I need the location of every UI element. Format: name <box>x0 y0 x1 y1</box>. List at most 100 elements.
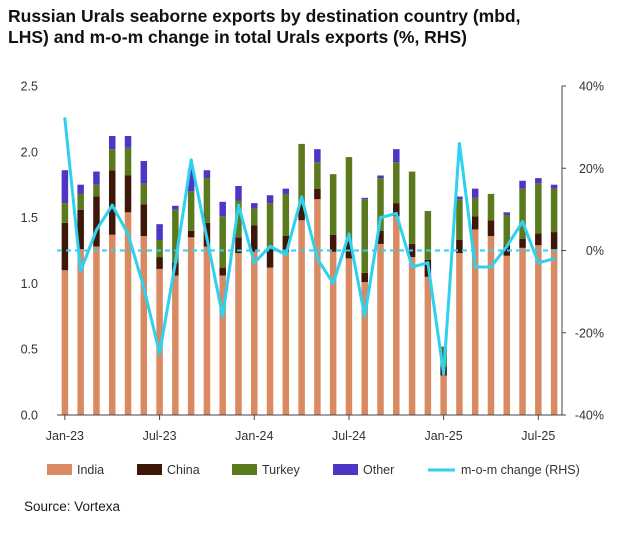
bar-layer <box>61 136 558 415</box>
bar-china-26 <box>471 216 479 230</box>
bar-turkey-5 <box>140 183 148 205</box>
right-tick-label: 40% <box>579 80 604 94</box>
left-tick-label: 2.5 <box>21 80 38 94</box>
mom-change-point-29 <box>520 220 525 224</box>
bar-china-13 <box>266 249 274 268</box>
bar-turkey-23 <box>424 211 432 260</box>
legend-label-turkey: Turkey <box>262 463 300 477</box>
bar-turkey-27 <box>487 193 495 221</box>
bar-turkey-31 <box>550 188 558 233</box>
legend-label-china: China <box>167 463 200 477</box>
bar-india-2 <box>93 246 100 415</box>
bar-turkey-4 <box>124 147 132 176</box>
mom-change-point-31 <box>552 257 556 261</box>
bar-india-12 <box>251 251 258 415</box>
legend-label-mom-change: m-o-m change (RHS) <box>461 463 580 477</box>
bar-china-31 <box>550 232 558 250</box>
bar-china-10 <box>219 267 226 276</box>
mom-change-point-20 <box>378 216 383 220</box>
mom-change-point-3 <box>110 203 114 207</box>
legend-swatch-other <box>333 464 358 475</box>
mom-change-point-23 <box>426 261 430 265</box>
bar-china-5 <box>140 204 148 237</box>
mom-change-point-24 <box>442 372 446 376</box>
bar-other-19 <box>361 197 368 200</box>
bar-india-29 <box>519 247 526 415</box>
bar-china-1 <box>77 209 84 250</box>
mom-change-point-1 <box>79 269 83 273</box>
bar-other-16 <box>314 149 321 163</box>
bar-india-0 <box>61 270 69 415</box>
bar-turkey-15 <box>298 143 305 205</box>
legend-label-other: Other <box>363 463 394 477</box>
bar-china-20 <box>377 230 384 244</box>
bar-china-21 <box>393 203 400 217</box>
bar-china-16 <box>314 188 321 200</box>
mom-change-point-7 <box>173 261 177 265</box>
bar-india-17 <box>329 251 337 415</box>
bar-india-4 <box>124 212 132 415</box>
left-tick-label: 1.5 <box>21 211 38 225</box>
x-tick-label: Jul-23 <box>143 429 177 443</box>
bar-turkey-20 <box>377 178 384 231</box>
bar-india-21 <box>393 216 400 415</box>
bar-india-31 <box>550 249 558 415</box>
bar-turkey-28 <box>503 214 511 246</box>
bar-other-4 <box>124 136 132 148</box>
mom-change-point-11 <box>236 203 241 207</box>
bar-other-1 <box>77 184 84 194</box>
bar-other-30 <box>535 178 542 184</box>
mom-change-point-2 <box>94 228 99 232</box>
bar-china-30 <box>535 233 542 246</box>
bar-turkey-9 <box>203 178 211 223</box>
bar-india-7 <box>172 275 179 415</box>
bar-china-0 <box>61 222 69 271</box>
bar-india-3 <box>108 234 116 415</box>
bar-india-22 <box>408 257 416 415</box>
bar-india-5 <box>140 236 148 415</box>
left-tick-label: 1.0 <box>21 277 38 291</box>
chart-title: Russian Urals seaborne exports by destin… <box>8 6 628 48</box>
bar-china-2 <box>93 196 100 247</box>
left-tick-label: 0.5 <box>21 343 38 357</box>
bar-other-25 <box>456 196 463 200</box>
legend-swatch-china <box>137 464 162 475</box>
bar-other-13 <box>266 195 274 204</box>
legend: India China Turkey Other m-o-m change (RHS) <box>47 463 580 477</box>
x-tick-label: Jan-25 <box>424 429 462 443</box>
mom-change-line <box>63 117 556 376</box>
source-note: Source: Vortexa <box>24 499 121 514</box>
bar-china-6 <box>156 257 163 269</box>
mom-change-point-22 <box>410 265 414 269</box>
bar-china-27 <box>487 220 495 237</box>
bar-other-6 <box>156 224 163 240</box>
mom-change-point-10 <box>221 314 225 318</box>
bar-india-25 <box>456 253 463 415</box>
bar-india-23 <box>424 276 432 415</box>
bar-other-28 <box>503 212 511 215</box>
bar-turkey-6 <box>156 239 163 258</box>
bar-turkey-13 <box>266 203 274 250</box>
bar-other-14 <box>282 188 290 194</box>
bar-china-28 <box>503 245 511 256</box>
bar-turkey-0 <box>61 203 69 223</box>
mom-change-point-13 <box>268 244 272 248</box>
mom-change-point-16 <box>315 257 319 261</box>
mom-change-point-30 <box>536 261 540 265</box>
bar-turkey-30 <box>535 183 542 234</box>
bar-turkey-2 <box>93 184 100 197</box>
bar-turkey-3 <box>108 149 116 171</box>
bar-other-10 <box>219 201 226 217</box>
right-tick-label: -20% <box>575 326 604 340</box>
left-tick-label: 0.0 <box>21 409 38 423</box>
mom-change-point-21 <box>394 211 398 216</box>
bar-other-7 <box>172 205 179 210</box>
mom-change-point-17 <box>331 281 335 285</box>
bar-india-16 <box>314 199 321 415</box>
bar-turkey-16 <box>314 162 321 189</box>
bar-turkey-8 <box>187 191 195 231</box>
bar-turkey-14 <box>282 193 290 237</box>
bar-china-15 <box>298 204 305 221</box>
bar-turkey-25 <box>456 199 463 240</box>
bar-other-21 <box>393 149 400 163</box>
